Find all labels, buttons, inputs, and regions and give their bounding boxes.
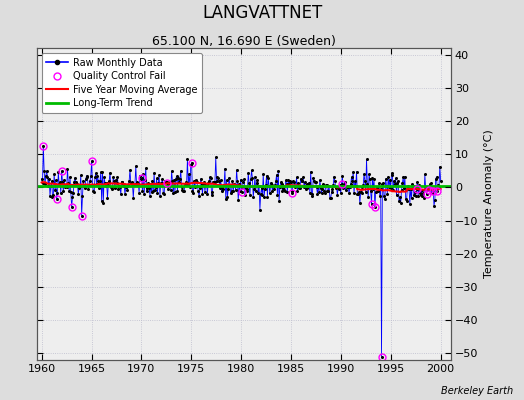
Legend: Raw Monthly Data, Quality Control Fail, Five Year Moving Average, Long-Term Tren: Raw Monthly Data, Quality Control Fail, …: [41, 53, 202, 113]
Y-axis label: Temperature Anomaly (°C): Temperature Anomaly (°C): [484, 130, 494, 278]
Text: LANGVATTNET: LANGVATTNET: [202, 4, 322, 22]
Text: Berkeley Earth: Berkeley Earth: [441, 386, 514, 396]
Title: 65.100 N, 16.690 E (Sweden): 65.100 N, 16.690 E (Sweden): [152, 35, 335, 48]
